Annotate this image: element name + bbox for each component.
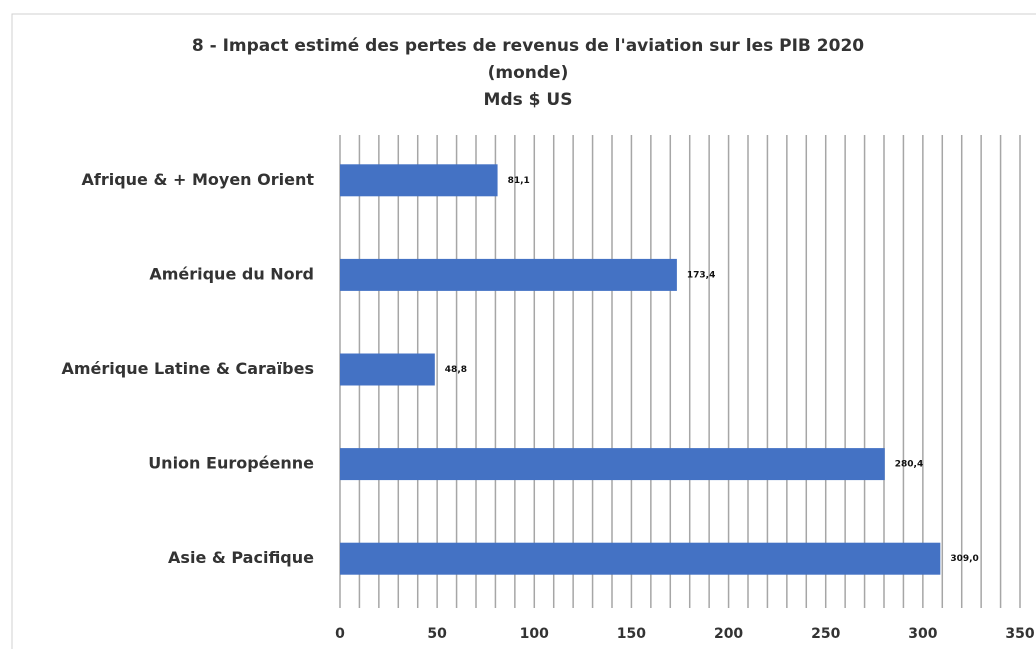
bar <box>340 542 941 575</box>
bar <box>340 258 677 291</box>
y-tick-label: Amérique Latine & Caraïbes <box>61 359 314 378</box>
x-tick-label: 0 <box>335 626 345 642</box>
value-label: 81,1 <box>508 176 530 186</box>
bar <box>340 353 435 386</box>
value-label: 48,8 <box>445 365 467 375</box>
bar <box>340 164 498 197</box>
x-tick-label: 300 <box>908 626 937 642</box>
x-tick-label: 150 <box>617 626 646 642</box>
value-label: 173,4 <box>687 270 715 280</box>
value-label: 309,0 <box>950 554 978 564</box>
x-tick-label: 350 <box>1005 626 1034 642</box>
x-tick-label: 100 <box>520 626 549 642</box>
x-tick-label: 50 <box>427 626 447 642</box>
x-tick-label: 200 <box>714 626 743 642</box>
y-tick-label: Asie & Pacifique <box>168 548 314 567</box>
value-label: 280,4 <box>895 460 923 470</box>
y-tick-label: Union Européenne <box>148 454 314 473</box>
chart-title: Mds $ US <box>484 90 573 110</box>
x-tick-label: 250 <box>811 626 840 642</box>
y-tick-label: Amérique du Nord <box>149 264 314 283</box>
y-tick-label: Afrique & + Moyen Orient <box>81 170 314 189</box>
chart-title: 8 - Impact estimé des pertes de revenus … <box>192 36 864 56</box>
bar <box>340 448 885 481</box>
chart-title: (monde) <box>488 63 569 83</box>
